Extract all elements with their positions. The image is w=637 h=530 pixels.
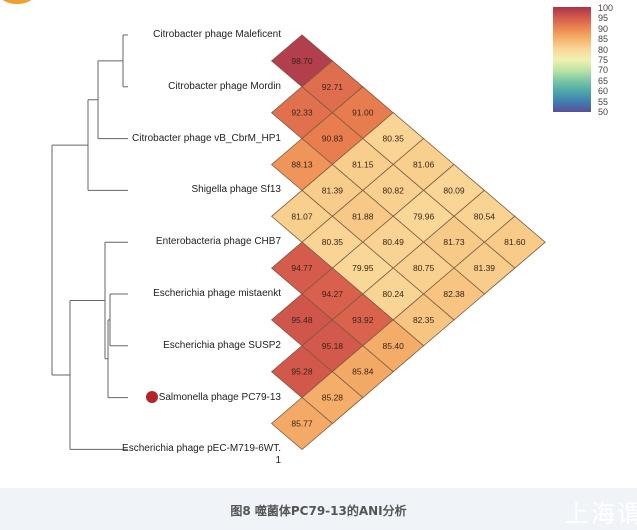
heatmap-cell-value: 80.09 — [443, 185, 465, 195]
heatmap-cell-value: 85.28 — [322, 393, 344, 403]
colorbar-tick-label: 100 — [598, 3, 614, 13]
heatmap-cell-value: 82.35 — [413, 315, 435, 325]
heatmap-cell-value: 81.60 — [504, 237, 526, 247]
highlight-dot-icon — [146, 391, 158, 403]
colorbar-tick-label: 65 — [598, 75, 609, 86]
heatmap-cell-value: 80.24 — [383, 289, 405, 299]
decorative-corner-shape — [0, 0, 34, 4]
heatmap-cell-value: 81.73 — [443, 237, 465, 247]
heatmap-cell-value: 98.70 — [291, 56, 313, 66]
heatmap-cell-value: 81.88 — [352, 211, 374, 221]
heatmap-cell-value: 80.35 — [322, 237, 344, 247]
heatmap-cell-value: 85.77 — [291, 419, 313, 429]
heatmap-cell-value: 81.39 — [474, 263, 496, 273]
heatmap-cell-value: 85.40 — [383, 341, 405, 351]
leaf-label-line: Citrobacter phage Mordin — [168, 80, 281, 92]
leaf-label: Escherichia phage mistaenkt — [153, 288, 281, 300]
ani-figure: Citrobacter phage Maleficent Citrobacter … — [0, 0, 614, 467]
colorbar-gradient — [553, 7, 591, 112]
heatmap-cell-value: 80.54 — [474, 211, 496, 221]
leaf-label-line: Escherichia phage pEC-M719-6WT. — [122, 443, 281, 455]
leaf-label: Salmonella phage PC79-13 — [159, 392, 281, 404]
ani-heatmap: 98.70 92.71 91.00 80.35 81.06 80.09 80.54 81.60… — [270, 34, 546, 451]
colorbar-tick-label: 50 — [598, 107, 609, 117]
heatmap-cell-value: 81.39 — [322, 185, 344, 195]
watermark: 上海谓 — [565, 500, 637, 528]
heatmap-cell-value: 90.83 — [322, 134, 344, 144]
colorbar-tick-label: 70 — [598, 65, 609, 76]
heatmap-cell-value: 91.00 — [352, 108, 374, 118]
heatmap-cell-diamond — [270, 396, 334, 451]
leaf-label: Enterobacteria phage CHB7 — [156, 236, 281, 248]
heatmap-cell-value: 82.38 — [443, 289, 465, 299]
colorbar-tick-label: 75 — [598, 55, 609, 65]
colorbar-tick-label: 55 — [598, 96, 609, 107]
heatmap-cell-value: 85.84 — [352, 367, 374, 377]
leaf-label-line: Citrobacter phage vB_CbrM_HP1 — [132, 132, 281, 144]
leaf-label-line: 1 — [275, 455, 281, 467]
heatmap-cell: 85.77 — [270, 396, 334, 451]
heatmap-cell-value: 92.33 — [291, 108, 313, 118]
caption-bar: 图8 噬菌体PC79-13的ANI分析 上海谓 — [0, 488, 637, 530]
heatmap-cell-value: 79.96 — [413, 211, 435, 221]
heatmap-cell-value: 81.07 — [291, 211, 313, 221]
heatmap-cell-value: 95.18 — [322, 341, 344, 351]
leaf-label-line: Enterobacteria phage CHB7 — [155, 236, 281, 248]
heatmap-cell-value: 94.77 — [291, 263, 313, 273]
leaf-label: Escherichia phage SUSP2 — [163, 340, 281, 352]
figure-caption: 图8 噬菌体PC79-13的ANI分析 — [230, 504, 407, 518]
dendrogram — [51, 34, 128, 450]
colorbar-tick-label: 85 — [598, 34, 609, 45]
leaf-label-line: Salmonella phage PC79-13 — [158, 391, 281, 403]
leaf-label: Escherichia phage pEC-M719-6WT. 1 — [122, 443, 281, 467]
heatmap-cell-value: 81.06 — [413, 160, 435, 170]
heatmap-cell-value: 80.49 — [383, 237, 405, 247]
leaf-label: Citrobacter phage Mordin — [168, 81, 281, 93]
colorbar — [553, 7, 591, 112]
heatmap-cell-value: 80.75 — [413, 263, 435, 273]
leaf-label: Citrobacter phage vB_CbrM_HP1 — [132, 133, 281, 145]
leaf-label: Shigella phage Sf13 — [191, 184, 281, 196]
heatmap-cell-value: 92.71 — [322, 82, 344, 92]
colorbar-tick-label: 60 — [598, 86, 609, 97]
heatmap-cell-value: 93.92 — [352, 315, 374, 325]
colorbar-tick-label: 95 — [598, 13, 609, 24]
heatmap-cell-value: 95.28 — [291, 367, 313, 377]
leaf-label-line: Escherichia phage mistaenkt — [153, 288, 281, 299]
heatmap-cell-value: 79.95 — [352, 263, 374, 273]
leaf-label: Citrobacter phage Maleficent — [153, 29, 281, 41]
colorbar-tick-label: 80 — [598, 44, 609, 55]
heatmap-cell-value: 95.48 — [291, 315, 313, 325]
heatmap-cell-value: 94.27 — [322, 289, 344, 299]
leaf-label-line: Escherichia phage SUSP2 — [163, 339, 281, 351]
colorbar-tick-label: 90 — [598, 23, 609, 34]
heatmap-cell-value: 80.82 — [383, 185, 405, 195]
heatmap-cell-value: 80.35 — [383, 134, 405, 144]
leaf-label-line: Shigella phage Sf13 — [191, 184, 281, 196]
heatmap-cell-value: 88.13 — [291, 160, 313, 170]
heatmap-cell-value: 81.15 — [352, 160, 374, 170]
leaf-label-line: Citrobacter phage Maleficent — [153, 29, 281, 40]
